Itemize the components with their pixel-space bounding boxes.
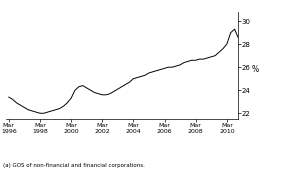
Y-axis label: %: %: [252, 65, 259, 74]
Text: (a) GOS of non-financial and financial corporations.: (a) GOS of non-financial and financial c…: [3, 163, 145, 168]
